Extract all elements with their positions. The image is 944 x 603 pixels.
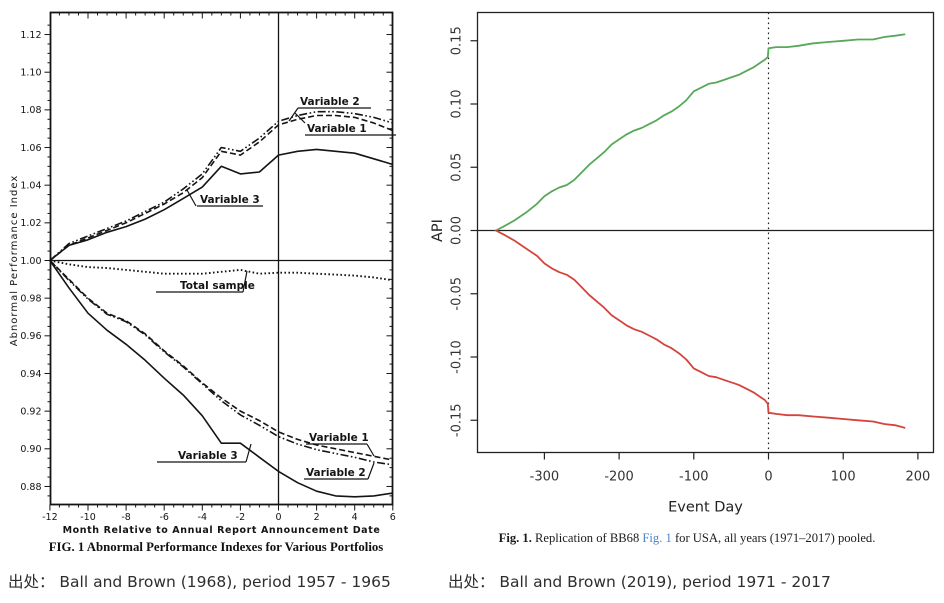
annotation-variable-2: Variable 2 (288, 96, 371, 122)
svg-text:1.12: 1.12 (20, 30, 41, 41)
svg-text:-4: -4 (198, 512, 207, 523)
svg-text:0.88: 0.88 (20, 482, 41, 493)
right-plot-frame (476, 11, 935, 454)
variable-1-upper-line (49, 114, 394, 262)
left-axis-labels: 1.12 1.10 1.08 1.06 1.04 1.02 1.00 0.98 0.96 0.94… (20, 30, 395, 523)
annotation-variable-3: Variable 3 (186, 189, 263, 207)
left-y-axis-title: Abnormal Performance Index (9, 175, 20, 346)
svg-text:6: 6 (390, 512, 396, 523)
svg-text:-10: -10 (80, 512, 96, 523)
annotation-variable-1: Variable 1 (294, 112, 396, 136)
svg-text:1.08: 1.08 (20, 105, 41, 116)
bb2019-source-text: 出处： Ball and Brown (2019), period 1971 -… (448, 573, 831, 591)
annotation-variable-1: Variable 1 (306, 432, 375, 457)
left-plot-frame (49, 11, 394, 506)
svg-text:-6: -6 (159, 512, 168, 523)
svg-text:Variable 3: Variable 3 (200, 194, 260, 206)
variable-3-upper-line (49, 148, 394, 262)
svg-text:2: 2 (314, 512, 320, 523)
annotation-total-sample: Total sample (156, 270, 255, 293)
svg-text:0: 0 (764, 470, 772, 485)
annotation-variable-2: Variable 2 (304, 462, 375, 480)
svg-text:0.00: 0.00 (450, 216, 465, 245)
svg-text:200: 200 (905, 470, 930, 485)
svg-text:Variable 1: Variable 1 (307, 123, 367, 135)
svg-text:-100: -100 (679, 470, 709, 485)
svg-text:1.10: 1.10 (20, 68, 41, 79)
svg-text:Variable 2: Variable 2 (306, 467, 366, 479)
svg-text:0.90: 0.90 (20, 444, 41, 455)
left-x-axis-title: Month Relative to Annual Report Announce… (63, 525, 381, 536)
svg-text:-8: -8 (121, 512, 130, 523)
caption-text-pre: Replication of BB68 (531, 531, 643, 545)
bb2019-chart: -300 -200 -100 0 100 200 0.15 0.10 0.05 0.00 -0.05… (430, 11, 935, 516)
svg-text:0.92: 0.92 (20, 406, 41, 417)
svg-text:0: 0 (275, 512, 281, 523)
red-line (494, 229, 906, 429)
svg-text:-12: -12 (42, 512, 58, 523)
svg-text:0.10: 0.10 (450, 90, 465, 119)
variable-2-lower-line (49, 259, 393, 466)
green-line (494, 33, 906, 232)
svg-text:4: 4 (352, 512, 358, 523)
svg-text:-300: -300 (530, 470, 560, 485)
right-axis-labels: -300 -200 -100 0 100 200 0.15 0.10 0.05 0.00 -0.05… (450, 26, 931, 484)
total-sample-middle-line (49, 259, 393, 282)
bb68-chart: 1.12 1.10 1.08 1.06 1.04 1.02 1.00 0.98 0.96 0.94… (9, 11, 396, 536)
variable-2-upper-line (49, 110, 394, 262)
svg-text:1.02: 1.02 (20, 218, 41, 229)
svg-text:-0.15: -0.15 (450, 403, 465, 437)
svg-text:0.05: 0.05 (450, 153, 465, 182)
svg-text:-200: -200 (604, 470, 634, 485)
right-axis-ticks (470, 40, 919, 460)
svg-text:Variable 2: Variable 2 (300, 96, 360, 108)
svg-text:-2: -2 (236, 512, 245, 523)
bb68-source-text: 出处： Ball and Brown (1968), period 1957 -… (8, 573, 391, 591)
bb2019-caption: Fig. 1. Replication of BB68 Fig. 1 for U… (448, 531, 926, 546)
annotation-variable-3: Variable 3 (157, 443, 252, 463)
svg-text:-0.10: -0.10 (450, 340, 465, 374)
svg-text:1.04: 1.04 (20, 180, 41, 191)
svg-text:0.96: 0.96 (20, 331, 41, 342)
svg-text:Variable 1: Variable 1 (309, 432, 369, 444)
svg-text:100: 100 (831, 470, 856, 485)
caption-fig-label: Fig. 1. (498, 531, 532, 545)
svg-text:-0.05: -0.05 (450, 277, 465, 311)
svg-text:Variable 3: Variable 3 (178, 450, 238, 462)
svg-text:1.06: 1.06 (20, 143, 41, 154)
svg-text:0.94: 0.94 (20, 369, 41, 380)
right-x-axis-title: Event Day (668, 500, 743, 516)
bb68-caption: FIG. 1 Abnormal Performance Indexes for … (48, 540, 384, 554)
svg-text:Total sample: Total sample (180, 280, 255, 292)
svg-text:1.00: 1.00 (20, 256, 41, 267)
svg-text:0.15: 0.15 (450, 26, 465, 55)
left-axis-ticks (44, 12, 394, 511)
variable-3-lower-line (49, 260, 393, 498)
fig1-link[interactable]: Fig. 1 (642, 531, 672, 545)
svg-text:0.98: 0.98 (20, 293, 41, 304)
caption-text-post: for USA, all years (1971–2017) pooled. (671, 531, 876, 545)
right-y-axis-title: API (430, 219, 446, 242)
